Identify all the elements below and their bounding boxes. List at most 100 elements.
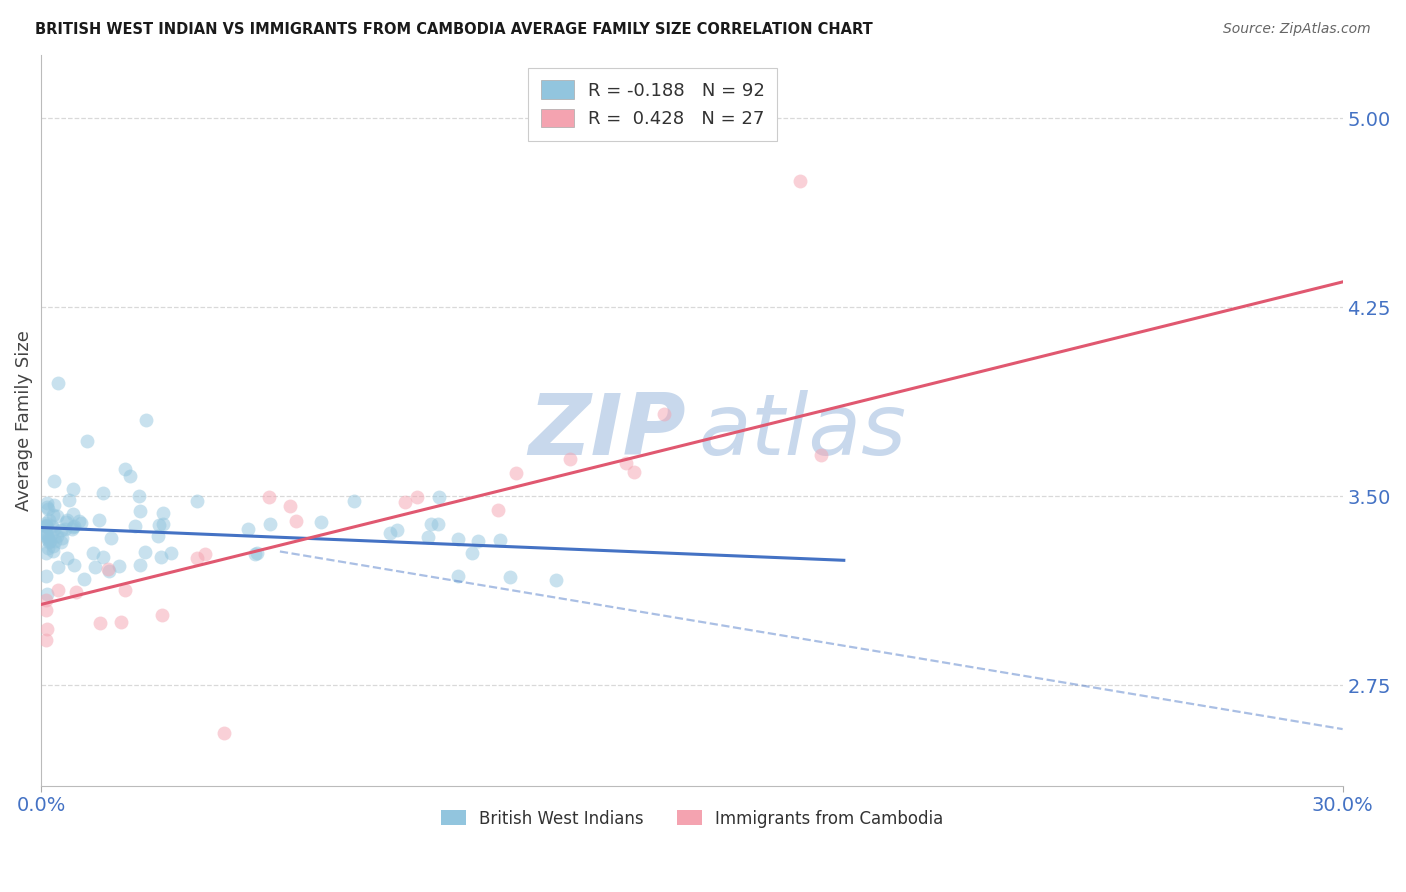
Point bbox=[114, 582, 136, 597]
Point bbox=[35, 496, 58, 510]
Legend: British West Indians, Immigrants from Cambodia: British West Indians, Immigrants from Ca… bbox=[432, 801, 952, 836]
Point bbox=[97, 564, 120, 578]
Point bbox=[37, 500, 59, 514]
Point bbox=[427, 490, 450, 504]
Point bbox=[420, 516, 443, 531]
Point bbox=[34, 519, 56, 533]
Point bbox=[91, 486, 114, 500]
Point bbox=[789, 174, 811, 188]
Point bbox=[83, 559, 105, 574]
Text: ZIP: ZIP bbox=[527, 390, 686, 473]
Y-axis label: Average Family Size: Average Family Size bbox=[15, 330, 32, 511]
Point bbox=[42, 498, 65, 512]
Point bbox=[810, 448, 832, 462]
Point bbox=[73, 573, 96, 587]
Point bbox=[108, 559, 131, 574]
Point bbox=[152, 506, 174, 520]
Point bbox=[243, 547, 266, 561]
Point bbox=[499, 570, 522, 584]
Point bbox=[65, 585, 87, 599]
Point bbox=[284, 514, 307, 528]
Text: Source: ZipAtlas.com: Source: ZipAtlas.com bbox=[1223, 22, 1371, 37]
Point bbox=[246, 546, 269, 560]
Point bbox=[49, 534, 72, 549]
Point bbox=[380, 526, 402, 541]
Point bbox=[37, 532, 59, 546]
Point bbox=[42, 544, 65, 558]
Point bbox=[135, 413, 157, 427]
Point bbox=[34, 529, 56, 543]
Point bbox=[45, 509, 67, 524]
Point bbox=[159, 545, 181, 559]
Point bbox=[385, 523, 408, 537]
Point bbox=[486, 503, 509, 517]
Point bbox=[236, 522, 259, 536]
Point bbox=[129, 558, 152, 572]
Point bbox=[149, 549, 172, 564]
Point bbox=[63, 519, 86, 533]
Point bbox=[134, 545, 156, 559]
Point bbox=[447, 532, 470, 546]
Point bbox=[194, 547, 217, 561]
Point bbox=[129, 504, 152, 518]
Point bbox=[34, 516, 56, 531]
Point bbox=[342, 494, 364, 508]
Point bbox=[34, 603, 56, 617]
Text: BRITISH WEST INDIAN VS IMMIGRANTS FROM CAMBODIA AVERAGE FAMILY SIZE CORRELATION : BRITISH WEST INDIAN VS IMMIGRANTS FROM C… bbox=[35, 22, 873, 37]
Point bbox=[44, 522, 66, 536]
Point bbox=[41, 525, 63, 540]
Point bbox=[56, 551, 79, 566]
Point bbox=[259, 516, 281, 531]
Point bbox=[53, 522, 76, 536]
Point bbox=[447, 568, 470, 582]
Point bbox=[212, 726, 235, 740]
Point bbox=[186, 494, 208, 508]
Point bbox=[56, 513, 79, 527]
Point bbox=[34, 546, 56, 560]
Point bbox=[46, 583, 69, 598]
Point bbox=[467, 533, 489, 548]
Point bbox=[37, 587, 59, 601]
Point bbox=[46, 529, 69, 543]
Point bbox=[37, 533, 59, 548]
Point bbox=[67, 515, 90, 529]
Point bbox=[652, 407, 675, 421]
Point bbox=[58, 492, 80, 507]
Point bbox=[42, 508, 65, 522]
Point bbox=[48, 560, 70, 574]
Point bbox=[38, 513, 60, 527]
Text: atlas: atlas bbox=[699, 390, 907, 473]
Point bbox=[418, 530, 440, 544]
Point bbox=[148, 529, 170, 543]
Point bbox=[35, 622, 58, 636]
Point bbox=[461, 546, 484, 560]
Point bbox=[51, 523, 73, 537]
Point bbox=[35, 633, 58, 648]
Point bbox=[62, 507, 84, 521]
Point bbox=[34, 526, 56, 541]
Point bbox=[62, 519, 84, 533]
Point bbox=[41, 519, 63, 533]
Point bbox=[311, 516, 333, 530]
Point bbox=[76, 434, 98, 448]
Point bbox=[558, 452, 581, 467]
Point bbox=[614, 456, 637, 470]
Point bbox=[278, 499, 301, 513]
Point bbox=[152, 516, 174, 531]
Point bbox=[405, 490, 427, 504]
Point bbox=[62, 558, 84, 572]
Point bbox=[35, 569, 58, 583]
Point bbox=[51, 531, 73, 545]
Point bbox=[38, 533, 60, 548]
Point bbox=[70, 516, 93, 530]
Point bbox=[623, 465, 645, 479]
Point bbox=[100, 531, 122, 545]
Point bbox=[55, 515, 77, 529]
Point bbox=[118, 469, 141, 483]
Point bbox=[544, 573, 567, 587]
Point bbox=[148, 517, 170, 532]
Point bbox=[62, 483, 84, 497]
Point bbox=[91, 549, 114, 564]
Point bbox=[110, 615, 132, 629]
Point bbox=[37, 541, 59, 556]
